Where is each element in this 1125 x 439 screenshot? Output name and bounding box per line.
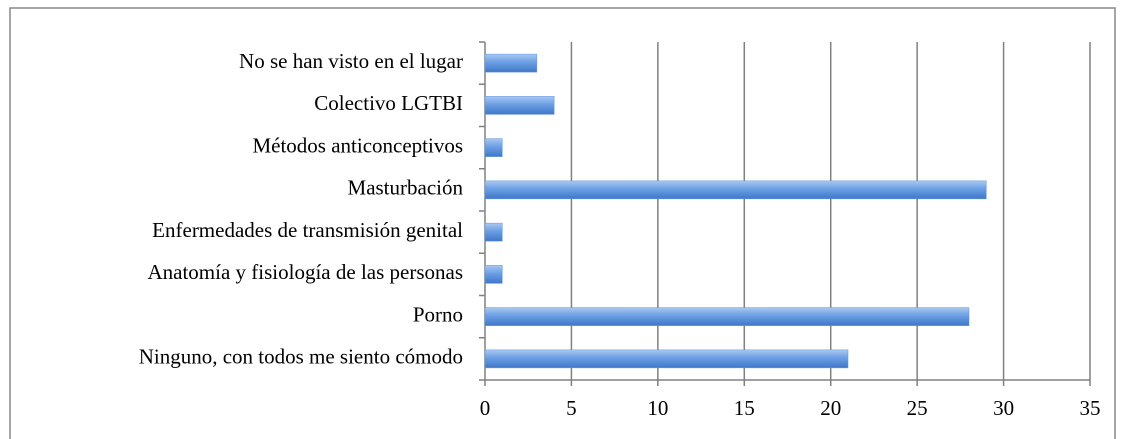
x-tick-label: 0	[480, 396, 491, 420]
bar	[484, 349, 849, 369]
x-tick-label: 20	[820, 396, 841, 420]
x-tick-label: 15	[734, 396, 755, 420]
y-tick-label: Porno	[413, 302, 463, 326]
x-tick-label: 5	[566, 396, 577, 420]
y-tick-label: Ninguno, con todos me siento cómodo	[139, 345, 463, 369]
y-tick-label: Anatomía y fisiología de las personas	[147, 260, 463, 284]
bar	[484, 53, 538, 73]
x-tick-label: 30	[993, 396, 1014, 420]
y-tick-label: Colectivo LGTBI	[314, 91, 463, 115]
y-tick-label: No se han visto en el lugar	[239, 49, 463, 73]
x-tick-label: 10	[647, 396, 668, 420]
bar	[484, 138, 503, 157]
bar	[484, 265, 503, 284]
x-tick-label: 35	[1080, 396, 1101, 420]
bar	[484, 180, 987, 200]
y-tick-label: Métodos anticonceptivos	[252, 133, 463, 157]
y-tick-label: Masturbación	[348, 176, 464, 200]
bar	[484, 307, 970, 326]
y-tick-label: Enfermedades de transmisión genital	[152, 218, 463, 242]
x-tick-label: 25	[907, 396, 928, 420]
bar	[484, 222, 503, 242]
bar	[484, 96, 555, 115]
